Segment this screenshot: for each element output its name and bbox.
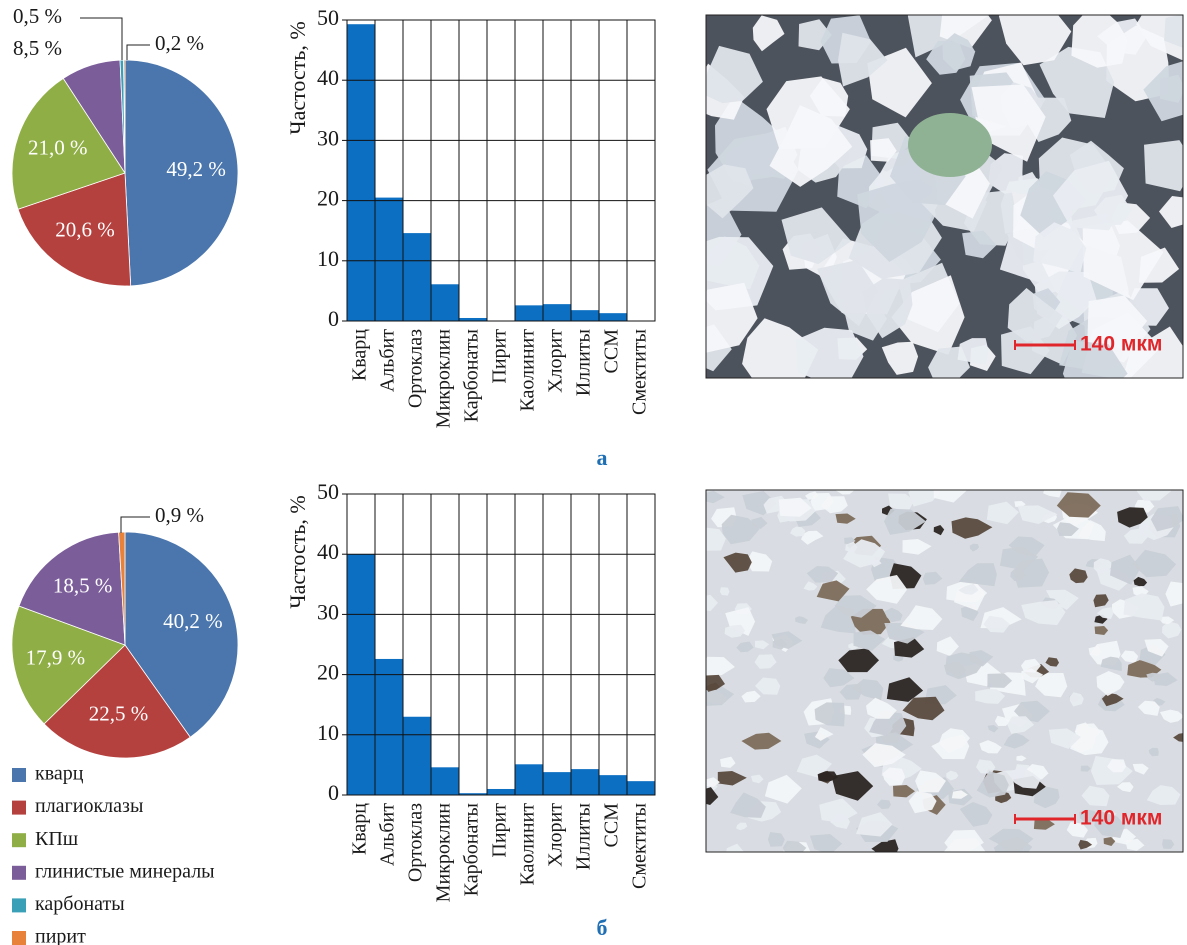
slice-label: 21,0 % [28,136,88,160]
green-grain [908,113,992,177]
scale-label: 140 мкм [1080,333,1162,356]
legend-label: кварц [35,763,84,785]
legend-swatch [12,768,26,782]
figure: 140 мкм 140 мкм 49,2 % 20,6 % 21,0 % 8,5 % 0,5… [0,0,1187,945]
x-tick-label: Пирит [489,803,511,858]
slice-label: 22,5 % [89,702,149,726]
page: {"chart_data": [ {"type": "pie", "values… [0,0,1187,945]
x-tick-label: Ортоклаз [405,803,427,882]
leader-line [80,18,122,60]
x-tick-label: Микроклин [433,803,455,903]
legend-swatch [12,833,26,847]
photo: 140 мкм [675,0,1187,405]
panel-label: а [597,445,608,470]
x-tick-label: Смектиты [629,803,651,889]
y-tick-label: 40 [317,65,339,90]
bar [571,310,599,321]
legend-label: карбонаты [35,893,125,915]
x-tick-label: Ортоклаз [405,329,427,408]
bar [375,659,403,795]
y-tick-label: 0 [328,306,339,331]
x-tick-label: ССМ [601,329,623,374]
y-tick-label: 0 [328,780,339,805]
y-tick-label: 50 [317,479,339,504]
x-tick-label: Иллиты [573,329,595,396]
x-tick-label: ССМ [601,803,623,848]
legend-label: плагиоклазы [35,795,143,817]
y-tick-label: 20 [317,186,339,211]
x-tick-label: Альбит [377,329,399,392]
slice-label: 20,6 % [55,218,115,242]
y-tick-label: 30 [317,125,339,150]
x-tick-label: Каолинит [517,329,539,412]
x-tick-label: Альбит [377,803,399,866]
bar [627,781,655,795]
slice-label: 17,9 % [26,646,86,670]
photo-texture [694,479,1187,863]
bar [431,284,459,321]
slice-label: 49,2 % [166,157,226,181]
x-tick-label: Смектиты [629,329,651,415]
legend-label: глинистые минералы [35,860,215,882]
x-tick-label: Микроклин [433,329,455,429]
legend-swatch [12,931,26,945]
x-tick-label: Каолинит [517,803,539,886]
grain [1071,2,1127,68]
leader-line [121,517,150,533]
x-tick-label: Иллиты [573,803,595,870]
x-tick-label: Хлорит [545,803,567,867]
x-tick-label: Пирит [489,329,511,384]
bar [515,764,543,795]
y-tick-label: 50 [317,5,339,30]
bar [403,717,431,795]
slice-label: 8,5 % [13,36,62,60]
x-tick-label: Кварц [349,329,371,381]
bar [487,789,515,795]
x-tick-label: Кварц [349,803,371,855]
photo: 140 мкм [694,479,1187,863]
y-tick-label: 30 [317,599,339,624]
y-tick-label: 10 [317,720,339,745]
bar [347,24,375,321]
y-tick-label: 40 [317,539,339,564]
y-tick-label: 10 [317,246,339,271]
scale-label: 140 мкм [1080,807,1162,830]
bar [375,198,403,321]
y-axis-label: Частость, % [285,21,310,134]
bar [515,305,543,321]
slice-label: 40,2 % [163,609,223,633]
legend-label: КПш [35,828,79,850]
x-tick-label: Хлорит [545,329,567,393]
slice-label: 0,9 % [155,503,204,527]
bar [599,775,627,795]
bar [571,769,599,795]
legend-swatch [12,801,26,815]
grain [796,328,864,383]
y-axis-label: Частость, % [285,495,310,608]
bar [543,772,571,795]
bar [543,304,571,321]
x-tick-label: Карбонаты [461,329,483,422]
bar [431,767,459,795]
leader-line [127,45,150,60]
legend-swatch [12,866,26,880]
y-tick-label: 20 [317,660,339,685]
slice-label: 0,5 % [13,4,62,28]
legend-label: пирит [35,926,86,945]
bar [599,313,627,321]
slice-label: 0,2 % [155,31,204,55]
legend-swatch [12,898,26,912]
bar [403,233,431,321]
grain [1144,140,1187,191]
x-tick-label: Карбонаты [461,803,483,896]
panel-label: б [597,915,608,940]
slice-label: 18,5 % [53,574,113,598]
